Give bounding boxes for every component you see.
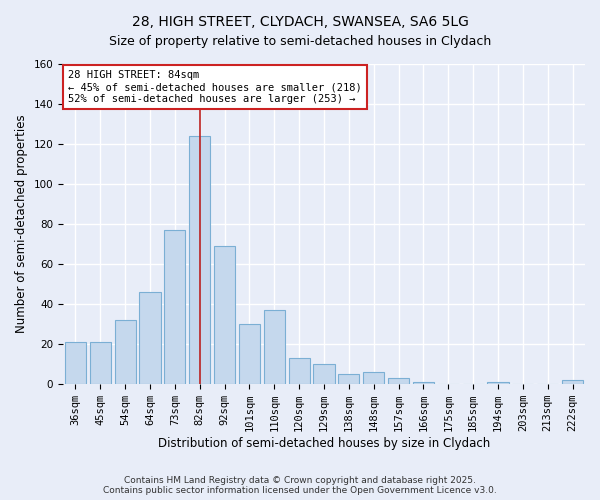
Bar [239, 324, 260, 384]
Text: Contains HM Land Registry data © Crown copyright and database right 2025.
Contai: Contains HM Land Registry data © Crown c… [103, 476, 497, 495]
Y-axis label: Number of semi-detached properties: Number of semi-detached properties [15, 115, 28, 334]
Bar [65, 342, 86, 384]
Bar [164, 230, 185, 384]
Bar [413, 382, 434, 384]
Bar [289, 358, 310, 384]
Bar [388, 378, 409, 384]
Bar [338, 374, 359, 384]
Text: 28 HIGH STREET: 84sqm
← 45% of semi-detached houses are smaller (218)
52% of sem: 28 HIGH STREET: 84sqm ← 45% of semi-deta… [68, 70, 362, 104]
Bar [139, 292, 161, 384]
Bar [264, 310, 285, 384]
Text: 28, HIGH STREET, CLYDACH, SWANSEA, SA6 5LG: 28, HIGH STREET, CLYDACH, SWANSEA, SA6 5… [131, 15, 469, 29]
Bar [487, 382, 509, 384]
Text: Size of property relative to semi-detached houses in Clydach: Size of property relative to semi-detach… [109, 35, 491, 48]
Bar [115, 320, 136, 384]
X-axis label: Distribution of semi-detached houses by size in Clydach: Distribution of semi-detached houses by … [158, 437, 490, 450]
Bar [90, 342, 111, 384]
Bar [313, 364, 335, 384]
Bar [214, 246, 235, 384]
Bar [562, 380, 583, 384]
Bar [363, 372, 384, 384]
Bar [189, 136, 210, 384]
